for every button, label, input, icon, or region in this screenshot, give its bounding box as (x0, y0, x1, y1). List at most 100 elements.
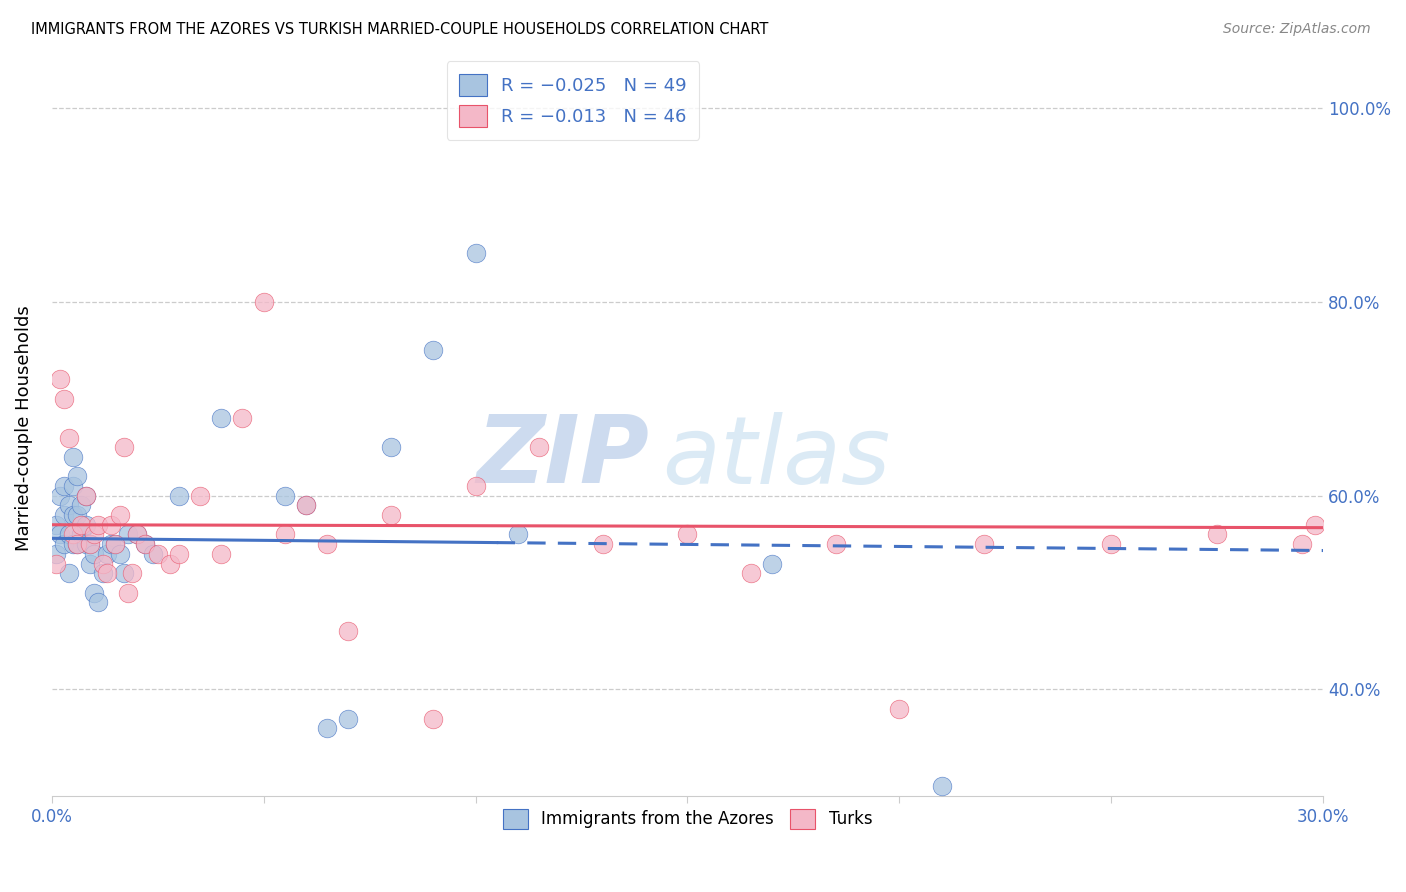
Point (66, 537, 89, 551)
Point (337, 712, 360, 726)
Point (527, 440, 550, 454)
Point (134, 537, 156, 551)
Point (87, 517, 110, 532)
Point (1303, 517, 1326, 532)
Point (274, 489, 297, 503)
Point (104, 537, 127, 551)
Point (75, 489, 97, 503)
Point (58, 499, 80, 513)
Point (49, 489, 72, 503)
Point (316, 721, 339, 735)
Point (70, 527, 93, 541)
Point (112, 440, 135, 454)
Point (676, 527, 699, 541)
Point (104, 537, 127, 551)
Point (79, 537, 101, 551)
Point (53, 508, 76, 522)
Point (380, 440, 402, 454)
Point (108, 508, 131, 522)
Point (62, 479, 84, 493)
Point (159, 557, 181, 571)
Point (464, 479, 486, 493)
Point (188, 489, 211, 503)
Point (973, 537, 995, 551)
Point (125, 527, 148, 541)
Point (209, 547, 232, 561)
Point (53, 392, 76, 406)
Point (146, 547, 169, 561)
Point (70, 499, 93, 513)
Point (209, 411, 232, 425)
Point (49, 372, 72, 386)
Point (167, 547, 190, 561)
Point (125, 527, 148, 541)
Point (134, 537, 156, 551)
Point (1291, 537, 1313, 551)
Point (108, 547, 131, 561)
Point (49, 527, 72, 541)
Point (83, 527, 105, 541)
Point (592, 537, 614, 551)
Point (274, 527, 297, 541)
Point (112, 566, 135, 581)
Point (62, 527, 84, 541)
Point (70, 517, 93, 532)
Point (79, 557, 101, 571)
Point (931, 780, 953, 794)
Point (100, 537, 122, 551)
Point (62, 508, 84, 522)
Text: IMMIGRANTS FROM THE AZORES VS TURKISH MARRIED-COUPLE HOUSEHOLDS CORRELATION CHAR: IMMIGRANTS FROM THE AZORES VS TURKISH MA… (31, 22, 768, 37)
Point (117, 585, 139, 599)
Text: Source: ZipAtlas.com: Source: ZipAtlas.com (1223, 22, 1371, 37)
Point (79, 537, 101, 551)
Point (83, 547, 105, 561)
Point (295, 499, 318, 513)
Point (142, 547, 165, 561)
Point (53, 537, 76, 551)
Point (100, 517, 122, 532)
Point (1206, 527, 1229, 541)
Point (506, 527, 529, 541)
Point (45, 547, 67, 561)
Point (75, 489, 97, 503)
Point (45, 557, 67, 571)
Point (58, 527, 80, 541)
Point (167, 489, 190, 503)
Point (58, 431, 80, 445)
Point (422, 343, 444, 358)
Point (91, 566, 114, 581)
Point (380, 508, 402, 522)
Point (422, 712, 444, 726)
Point (740, 566, 762, 581)
Point (121, 566, 143, 581)
Point (464, 246, 486, 260)
Text: ZIP: ZIP (477, 411, 650, 503)
Point (45, 517, 67, 532)
Point (75, 537, 97, 551)
Point (337, 624, 360, 639)
Point (53, 479, 76, 493)
Point (83, 585, 105, 599)
Point (824, 537, 846, 551)
Legend: Immigrants from the Azores, Turks: Immigrants from the Azores, Turks (496, 802, 879, 836)
Y-axis label: Married-couple Households: Married-couple Households (15, 305, 32, 550)
Point (316, 537, 339, 551)
Point (66, 508, 89, 522)
Point (253, 294, 276, 309)
Point (889, 702, 911, 716)
Point (96, 566, 118, 581)
Point (87, 595, 110, 609)
Point (295, 499, 318, 513)
Point (66, 537, 89, 551)
Point (58, 566, 80, 581)
Point (91, 557, 114, 571)
Point (117, 527, 139, 541)
Point (62, 537, 84, 551)
Point (75, 517, 97, 532)
Text: atlas: atlas (662, 412, 890, 503)
Point (96, 547, 118, 561)
Point (761, 557, 783, 571)
Point (231, 411, 253, 425)
Point (62, 450, 84, 464)
Point (1099, 537, 1122, 551)
